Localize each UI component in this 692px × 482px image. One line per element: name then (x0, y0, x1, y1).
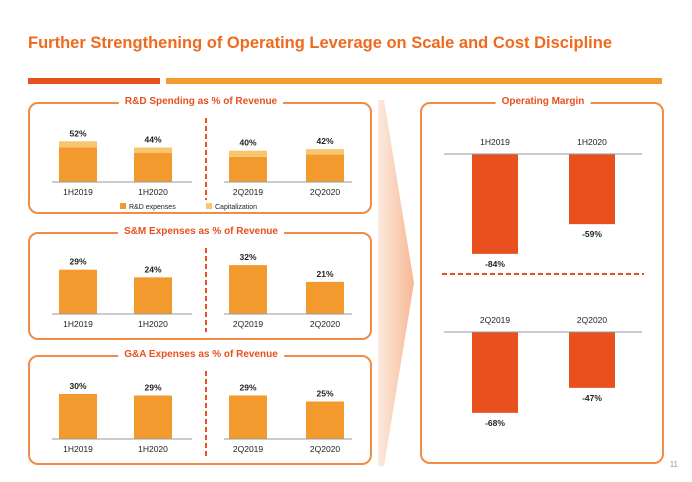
rd-chart: 52% 1H2019 44% 1H2020 40% 2Q2019 42% 2Q2020 R&D … (52, 118, 352, 211)
bar-sm-2q2019 (229, 265, 267, 314)
bar-sm-1h2019 (59, 269, 97, 314)
ga-panel-title: G&A Expenses as % of Revenue (118, 349, 284, 360)
legend-label-rd-expenses: R&D expenses (129, 204, 176, 211)
bar-ga-2q2019 (229, 395, 267, 439)
om-bar-2q2019 (472, 332, 518, 413)
category-label-ga-1h2020: 1H2020 (138, 444, 168, 454)
category-label-sm-1h2019: 1H2019 (63, 319, 93, 329)
legend-swatch-capitalization (206, 203, 212, 209)
sm-chart: 29% 1H2019 24% 1H2020 32% 2Q2019 21% 2Q2020 (52, 248, 352, 332)
data-label-sm-1h2020: 24% (144, 264, 161, 274)
data-label-ga-2q2019: 29% (239, 383, 256, 393)
sm-panel-title: S&M Expenses as % of Revenue (118, 226, 284, 237)
data-label-sm-1h2019: 29% (69, 257, 86, 267)
bar-rd-r-d-expenses-1h2020 (134, 153, 172, 182)
om-data-label-1h2019: -84% (485, 259, 505, 269)
data-label-sm-2q2019: 32% (239, 252, 256, 262)
bar-ga-1h2019 (59, 394, 97, 439)
category-label-rd-2q2019: 2Q2019 (233, 187, 264, 197)
data-label-rd-1h2020: 44% (144, 135, 161, 145)
page-number: 11 (669, 460, 678, 469)
category-label-ga-1h2019: 1H2019 (63, 444, 93, 454)
category-label-sm-2q2020: 2Q2020 (310, 319, 341, 329)
operating-margin-panel: Operating Margin 1H2019 -84% 1H2020 -59% 2Q2… (420, 96, 664, 464)
ga-expenses-panel: G&A Expenses as % of Revenue 30% 1H2019 29… (28, 349, 372, 465)
om-category-label-2q2020: 2Q2020 (577, 315, 608, 325)
bar-rd-capitalization-2q2020 (306, 149, 344, 155)
title-underline-bar (166, 78, 662, 84)
data-label-ga-2q2020: 25% (316, 389, 333, 399)
sm-expenses-panel: S&M Expenses as % of Revenue 29% 1H2019 24… (28, 226, 372, 340)
bar-rd-r-d-expenses-2q2020 (306, 154, 344, 182)
data-label-ga-1h2019: 30% (69, 381, 86, 391)
om-bar-1h2019 (472, 154, 518, 254)
bar-sm-2q2020 (306, 281, 344, 314)
category-label-rd-1h2019: 1H2019 (63, 187, 93, 197)
bar-rd-r-d-expenses-1h2019 (59, 147, 97, 182)
om-data-label-2q2020: -47% (582, 393, 602, 403)
data-label-rd-2q2019: 40% (239, 138, 256, 148)
category-label-ga-2q2020: 2Q2020 (310, 444, 341, 454)
data-label-rd-2q2020: 42% (316, 136, 333, 146)
om-panel-title: Operating Margin (495, 96, 591, 107)
ga-chart: 30% 1H2019 29% 1H2020 29% 2Q2019 25% 2Q2020 (52, 371, 352, 457)
bar-ga-1h2020 (134, 395, 172, 439)
bar-rd-r-d-expenses-2q2019 (229, 156, 267, 182)
category-label-sm-2q2019: 2Q2019 (233, 319, 264, 329)
data-label-sm-2q2020: 21% (316, 269, 333, 279)
category-label-rd-2q2020: 2Q2020 (310, 187, 341, 197)
title-underline-accent (28, 78, 160, 84)
om-category-label-1h2020: 1H2020 (577, 137, 607, 147)
data-label-ga-1h2020: 29% (144, 383, 161, 393)
om-category-label-1h2019: 1H2019 (480, 137, 510, 147)
om-data-label-2q2019: -68% (485, 418, 505, 428)
rd-spending-panel: R&D Spending as % of Revenue 52% 1H2019 44… (28, 96, 372, 214)
bar-sm-1h2020 (134, 277, 172, 314)
om-data-label-1h2020: -59% (582, 229, 602, 239)
bar-rd-capitalization-1h2019 (59, 141, 97, 148)
category-label-ga-2q2019: 2Q2019 (233, 444, 264, 454)
slide-title: Further Strengthening of Operating Lever… (28, 34, 613, 52)
flow-arrow (378, 100, 414, 466)
category-label-rd-1h2020: 1H2020 (138, 187, 168, 197)
om-bar-2q2020 (569, 332, 615, 388)
om-bar-1h2020 (569, 154, 615, 225)
legend-label-capitalization: Capitalization (215, 204, 257, 211)
bar-ga-2q2020 (306, 401, 344, 439)
operating-margin-chart: 1H2019 -84% 1H2020 -59% 2Q2019 -68% 2Q2020 -47% (442, 137, 644, 428)
legend-swatch-rd-expenses (120, 203, 126, 209)
data-label-rd-1h2019: 52% (69, 128, 86, 138)
bar-rd-capitalization-1h2020 (134, 147, 172, 154)
rd-panel-title: R&D Spending as % of Revenue (118, 96, 284, 107)
bar-rd-capitalization-2q2019 (229, 150, 267, 157)
category-label-sm-1h2020: 1H2020 (138, 319, 168, 329)
om-category-label-2q2019: 2Q2019 (480, 315, 511, 325)
